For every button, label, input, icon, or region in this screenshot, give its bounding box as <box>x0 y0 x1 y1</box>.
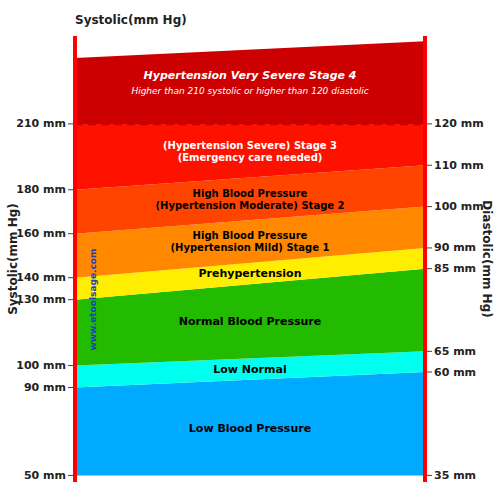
tick <box>427 165 432 166</box>
tick <box>68 299 73 300</box>
text-line: High Blood Pressure <box>193 230 308 241</box>
top-axis-label: Systolic(mm Hg) <box>75 13 187 27</box>
tick <box>427 351 432 352</box>
text-line: (Emergency care needed) <box>178 151 323 162</box>
zone <box>75 41 425 124</box>
chart: Low Blood Pressure Low Normal Normal Blood… <box>0 0 500 500</box>
tick-label: 35 mm <box>434 469 476 482</box>
text-line: Low Normal <box>213 363 286 376</box>
tick <box>68 387 73 388</box>
tick <box>427 206 432 207</box>
tick <box>68 233 73 234</box>
tick <box>427 268 432 269</box>
zone-label: (Hypertension Severe) Stage 3(Emergency … <box>163 139 337 162</box>
tick-label: 100 mm <box>16 359 66 372</box>
text-line: Hypertension Very Severe Stage 4 <box>144 68 357 81</box>
y2-axis-label: Diastolic(mm Hg) <box>480 200 494 317</box>
text-line: Normal Blood Pressure <box>179 315 321 328</box>
tick <box>68 365 73 366</box>
tick <box>68 123 73 124</box>
tick-label: 50 mm <box>24 469 66 482</box>
text-line: Prehypertension <box>199 267 302 280</box>
tick-label: 100 mm <box>434 200 484 213</box>
left-axis-line <box>73 36 77 482</box>
zones <box>75 41 425 475</box>
tick-label: 210 mm <box>16 117 66 130</box>
tick-label: 60 mm <box>434 366 476 379</box>
tick <box>68 277 73 278</box>
tick <box>427 372 432 373</box>
zone-label: Low Normal <box>213 363 286 376</box>
zone-label: Hypertension Very Severe Stage 4 <box>144 68 357 81</box>
right-axis-line <box>423 36 427 482</box>
tick-label: 65 mm <box>434 345 476 358</box>
text-line: Low Blood Pressure <box>189 421 311 434</box>
text-line: (Hypertension Severe) Stage 3 <box>163 139 337 150</box>
zone-label: Prehypertension <box>199 267 302 280</box>
tick-label: 140 mm <box>16 271 66 284</box>
tick-label: 90 mm <box>434 241 476 254</box>
annotation: Higher than 210 systolic or higher than … <box>131 86 368 96</box>
y-axis-label: Systolic(mm Hg) <box>6 203 20 315</box>
tick <box>68 189 73 190</box>
zone-label: Low Blood Pressure <box>189 421 311 434</box>
text-line: (Hypertension Mild) Stage 1 <box>171 242 330 253</box>
tick <box>427 247 432 248</box>
tick-label: 110 mm <box>434 159 484 172</box>
zone <box>75 372 425 475</box>
zone <box>75 124 425 190</box>
tick-label: 85 mm <box>434 262 476 275</box>
tick-label: 160 mm <box>16 227 66 240</box>
tick-label: 120 mm <box>434 117 484 130</box>
zone-label: Normal Blood Pressure <box>179 315 321 328</box>
tick <box>427 123 432 124</box>
tick <box>68 475 73 476</box>
tick <box>427 475 432 476</box>
tick-label: 180 mm <box>16 183 66 196</box>
threshold-line <box>75 123 425 126</box>
watermark: www.etoolsage.com <box>88 249 98 351</box>
tick-label: 90 mm <box>24 381 66 394</box>
tick-label: 130 mm <box>16 293 66 306</box>
zone-label: High Blood Pressure(Hypertension Moderat… <box>155 187 344 210</box>
text-line: (Hypertension Moderate) Stage 2 <box>155 199 344 210</box>
text-line: Higher than 210 systolic or higher than … <box>131 86 368 96</box>
zone-label: High Blood Pressure(Hypertension Mild) S… <box>171 230 330 253</box>
text-line: High Blood Pressure <box>193 187 308 198</box>
